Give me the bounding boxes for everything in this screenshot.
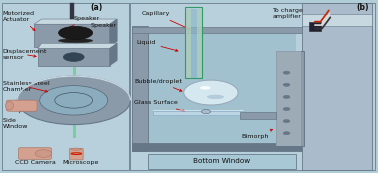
Polygon shape bbox=[34, 19, 117, 24]
Ellipse shape bbox=[40, 86, 108, 115]
FancyBboxPatch shape bbox=[130, 3, 375, 170]
Text: Bottom Window: Bottom Window bbox=[193, 158, 251, 164]
Text: Capillary: Capillary bbox=[142, 11, 191, 30]
FancyBboxPatch shape bbox=[70, 148, 83, 160]
Text: Stainless steel
Chamber: Stainless steel Chamber bbox=[3, 81, 50, 92]
Text: Side
Window: Side Window bbox=[3, 109, 28, 129]
FancyBboxPatch shape bbox=[276, 51, 301, 146]
FancyBboxPatch shape bbox=[240, 112, 276, 119]
FancyBboxPatch shape bbox=[73, 17, 76, 138]
Polygon shape bbox=[110, 43, 117, 66]
FancyBboxPatch shape bbox=[148, 154, 296, 169]
FancyBboxPatch shape bbox=[132, 27, 304, 33]
FancyBboxPatch shape bbox=[191, 9, 197, 78]
FancyBboxPatch shape bbox=[70, 3, 74, 19]
Text: (a): (a) bbox=[90, 3, 102, 12]
Text: To charge
amplifier: To charge amplifier bbox=[272, 8, 314, 22]
Circle shape bbox=[283, 71, 290, 74]
FancyBboxPatch shape bbox=[148, 33, 296, 143]
Circle shape bbox=[283, 132, 290, 135]
Polygon shape bbox=[38, 43, 117, 48]
FancyBboxPatch shape bbox=[309, 22, 321, 31]
FancyBboxPatch shape bbox=[153, 111, 244, 115]
Circle shape bbox=[184, 80, 238, 105]
Ellipse shape bbox=[5, 102, 14, 110]
Polygon shape bbox=[34, 24, 110, 47]
Text: Speaker: Speaker bbox=[62, 23, 117, 33]
FancyBboxPatch shape bbox=[6, 100, 37, 111]
Text: Bimorph: Bimorph bbox=[241, 129, 273, 139]
Circle shape bbox=[283, 107, 290, 111]
Text: Displacement
sensor: Displacement sensor bbox=[3, 49, 47, 60]
FancyBboxPatch shape bbox=[132, 26, 148, 151]
Text: Glass Surface: Glass Surface bbox=[134, 101, 185, 112]
FancyBboxPatch shape bbox=[132, 143, 352, 151]
Ellipse shape bbox=[59, 26, 93, 39]
Ellipse shape bbox=[207, 95, 224, 99]
Circle shape bbox=[283, 120, 290, 123]
FancyBboxPatch shape bbox=[276, 51, 304, 146]
FancyBboxPatch shape bbox=[2, 3, 129, 170]
Text: CCD Camera: CCD Camera bbox=[15, 160, 56, 165]
Circle shape bbox=[283, 95, 290, 98]
Text: Speaker: Speaker bbox=[62, 16, 100, 31]
Ellipse shape bbox=[64, 53, 84, 61]
Ellipse shape bbox=[17, 76, 130, 125]
Text: Motorized
Actuator: Motorized Actuator bbox=[3, 11, 35, 30]
Polygon shape bbox=[110, 19, 117, 47]
FancyBboxPatch shape bbox=[19, 148, 51, 159]
FancyBboxPatch shape bbox=[302, 3, 372, 170]
FancyBboxPatch shape bbox=[153, 110, 244, 111]
Circle shape bbox=[201, 110, 211, 114]
FancyBboxPatch shape bbox=[302, 14, 372, 26]
Text: Microscope: Microscope bbox=[62, 161, 98, 165]
Ellipse shape bbox=[59, 39, 93, 43]
Circle shape bbox=[283, 83, 290, 86]
Circle shape bbox=[35, 150, 52, 157]
FancyBboxPatch shape bbox=[197, 9, 202, 78]
Ellipse shape bbox=[71, 148, 82, 150]
Text: Bubble/droplet: Bubble/droplet bbox=[134, 79, 182, 91]
FancyBboxPatch shape bbox=[185, 9, 191, 78]
Text: Liquid: Liquid bbox=[136, 40, 178, 51]
Ellipse shape bbox=[200, 86, 211, 90]
Polygon shape bbox=[38, 48, 110, 66]
Text: (b): (b) bbox=[356, 3, 369, 12]
